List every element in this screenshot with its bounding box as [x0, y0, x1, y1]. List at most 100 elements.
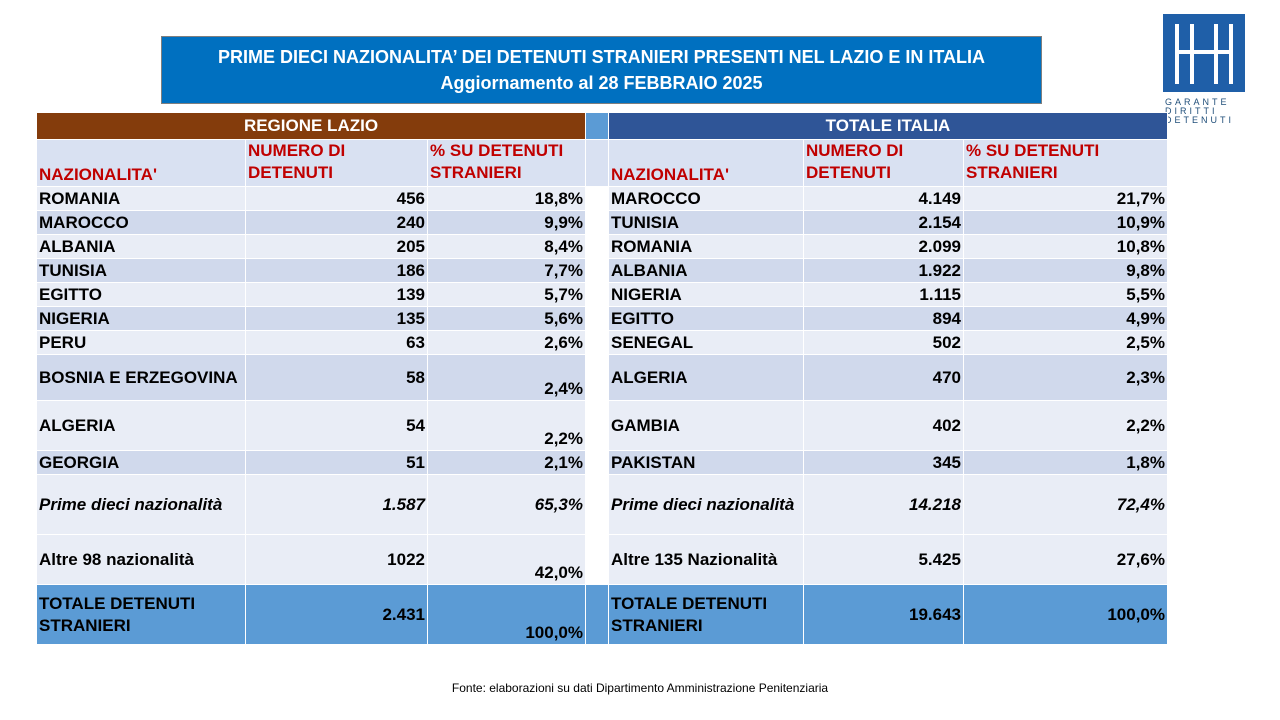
italia-percent: 9,8%	[963, 258, 1168, 283]
lazio-nationality: TUNISIA	[36, 258, 246, 283]
lazio-col-name: NAZIONALITA'	[36, 139, 246, 187]
italia-count: 2.154	[803, 210, 964, 235]
garante-logo-icon	[1163, 14, 1245, 92]
header-gap	[585, 112, 609, 140]
italia-nationality: ROMANIA	[608, 234, 804, 259]
lazio-nationality: ALGERIA	[36, 400, 246, 451]
italia-nationality: GAMBIA	[608, 400, 804, 451]
italia-nationality: PAKISTAN	[608, 450, 804, 475]
table-row: ALBANIA 205 8,4% ROMANIA 2.099 10,8%	[36, 234, 1168, 259]
slide-title: PRIME DIECI NAZIONALITA’ DEI DETENUTI ST…	[161, 36, 1042, 104]
table-row: ALGERIA 54 2,2% GAMBIA 402 2,2%	[36, 400, 1168, 451]
colhdr-gap	[585, 139, 609, 187]
lazio-percent: 5,7%	[427, 282, 586, 307]
italia-nationality: Altre 135 Nazionalità	[608, 534, 804, 585]
lazio-percent: 65,3%	[427, 474, 586, 535]
table-row: GEORGIA 51 2,1% PAKISTAN 345 1,8%	[36, 450, 1168, 475]
italia-count: 1.922	[803, 258, 964, 283]
lazio-nationality: ROMANIA	[36, 186, 246, 211]
column-gap	[585, 534, 609, 585]
lazio-count: 240	[245, 210, 428, 235]
column-gap	[585, 400, 609, 451]
lazio-percent: 42,0%	[427, 534, 586, 585]
italia-nationality: SENEGAL	[608, 330, 804, 355]
italia-nationality: EGITTO	[608, 306, 804, 331]
lazio-nationality: EGITTO	[36, 282, 246, 307]
italia-percent: 2,3%	[963, 354, 1168, 401]
lazio-percent: 100,0%	[427, 584, 586, 645]
italia-count: 1.115	[803, 282, 964, 307]
table-row: PERU 63 2,6% SENEGAL 502 2,5%	[36, 330, 1168, 355]
italia-percent: 1,8%	[963, 450, 1168, 475]
lazio-col-pct: % SU DETENUTI STRANIERI	[427, 139, 586, 187]
lazio-count: 186	[245, 258, 428, 283]
column-gap	[585, 330, 609, 355]
lazio-count: 456	[245, 186, 428, 211]
table-row: EGITTO 139 5,7% NIGERIA 1.115 5,5%	[36, 282, 1168, 307]
lazio-percent: 18,8%	[427, 186, 586, 211]
column-gap	[585, 210, 609, 235]
lazio-percent: 2,1%	[427, 450, 586, 475]
italia-nationality: ALBANIA	[608, 258, 804, 283]
italia-header: TOTALE ITALIA	[608, 112, 1168, 140]
column-gap	[585, 258, 609, 283]
italia-percent: 10,8%	[963, 234, 1168, 259]
italia-count: 402	[803, 400, 964, 451]
italia-count: 14.218	[803, 474, 964, 535]
lazio-percent: 2,2%	[427, 400, 586, 451]
table-row: Altre 98 nazionalità 1022 42,0% Altre 135 N…	[36, 534, 1168, 585]
lazio-count: 205	[245, 234, 428, 259]
italia-col-num: NUMERO DI DETENUTI	[803, 139, 964, 187]
logo-text-1: GARANTE	[1165, 97, 1230, 107]
italia-percent: 2,2%	[963, 400, 1168, 451]
table-row: BOSNIA E ERZEGOVINA 58 2,4% ALGERIA 470 2,3%	[36, 354, 1168, 401]
italia-nationality: NIGERIA	[608, 282, 804, 307]
table-row: NIGERIA 135 5,6% EGITTO 894 4,9%	[36, 306, 1168, 331]
column-gap	[585, 282, 609, 307]
italia-nationality: ALGERIA	[608, 354, 804, 401]
italia-count: 4.149	[803, 186, 964, 211]
italia-percent: 100,0%	[963, 584, 1168, 645]
italia-nationality: TUNISIA	[608, 210, 804, 235]
italia-count: 502	[803, 330, 964, 355]
column-gap	[585, 234, 609, 259]
italia-count: 5.425	[803, 534, 964, 585]
column-gap	[585, 186, 609, 211]
logo-text-3: DETENUTI	[1165, 115, 1234, 125]
column-gap	[585, 354, 609, 401]
italia-count: 2.099	[803, 234, 964, 259]
detainees-table: REGIONE LAZIO TOTALE ITALIA NAZIONALITA'…	[36, 112, 1168, 645]
source-note: Fonte: elaborazioni su dati Dipartimento…	[451, 681, 829, 695]
italia-nationality: TOTALE DETENUTI STRANIERI	[608, 584, 804, 645]
lazio-count: 1022	[245, 534, 428, 585]
lazio-count: 135	[245, 306, 428, 331]
column-gap	[585, 306, 609, 331]
lazio-nationality: MAROCCO	[36, 210, 246, 235]
title-line-1: PRIME DIECI NAZIONALITA’ DEI DETENUTI ST…	[217, 47, 986, 67]
lazio-nationality: Altre 98 nazionalità	[36, 534, 246, 585]
table-row: TUNISIA 186 7,7% ALBANIA 1.922 9,8%	[36, 258, 1168, 283]
italia-nationality: Prime dieci nazionalità	[608, 474, 804, 535]
italia-percent: 5,5%	[963, 282, 1168, 307]
lazio-percent: 7,7%	[427, 258, 586, 283]
lazio-percent: 2,4%	[427, 354, 586, 401]
italia-count: 19.643	[803, 584, 964, 645]
table-row: MAROCCO 240 9,9% TUNISIA 2.154 10,9%	[36, 210, 1168, 235]
garante-logo: GARANTE DIRITTI DETENUTI	[1163, 14, 1247, 126]
italia-col-name: NAZIONALITA'	[608, 139, 804, 187]
lazio-count: 51	[245, 450, 428, 475]
lazio-header: REGIONE LAZIO	[36, 112, 586, 140]
lazio-count: 2.431	[245, 584, 428, 645]
lazio-nationality: ALBANIA	[36, 234, 246, 259]
lazio-count: 58	[245, 354, 428, 401]
lazio-nationality: GEORGIA	[36, 450, 246, 475]
lazio-nationality: Prime dieci nazionalità	[36, 474, 246, 535]
lazio-col-num: NUMERO DI DETENUTI	[245, 139, 428, 187]
lazio-percent: 9,9%	[427, 210, 586, 235]
table-row: Prime dieci nazionalità 1.587 65,3% Prime d…	[36, 474, 1168, 535]
lazio-count: 54	[245, 400, 428, 451]
italia-percent: 21,7%	[963, 186, 1168, 211]
lazio-nationality: BOSNIA E ERZEGOVINA	[36, 354, 246, 401]
lazio-percent: 8,4%	[427, 234, 586, 259]
table-row: TOTALE DETENUTI STRANIERI 2.431 100,0% TOTA…	[36, 584, 1168, 645]
